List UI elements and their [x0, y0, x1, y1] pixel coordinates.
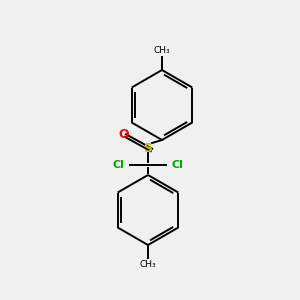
Text: CH₃: CH₃ [154, 46, 170, 55]
Text: Cl: Cl [172, 160, 184, 170]
Text: O: O [119, 128, 129, 142]
Text: Cl: Cl [112, 160, 124, 170]
Text: S: S [143, 142, 152, 154]
Text: CH₃: CH₃ [140, 260, 156, 269]
